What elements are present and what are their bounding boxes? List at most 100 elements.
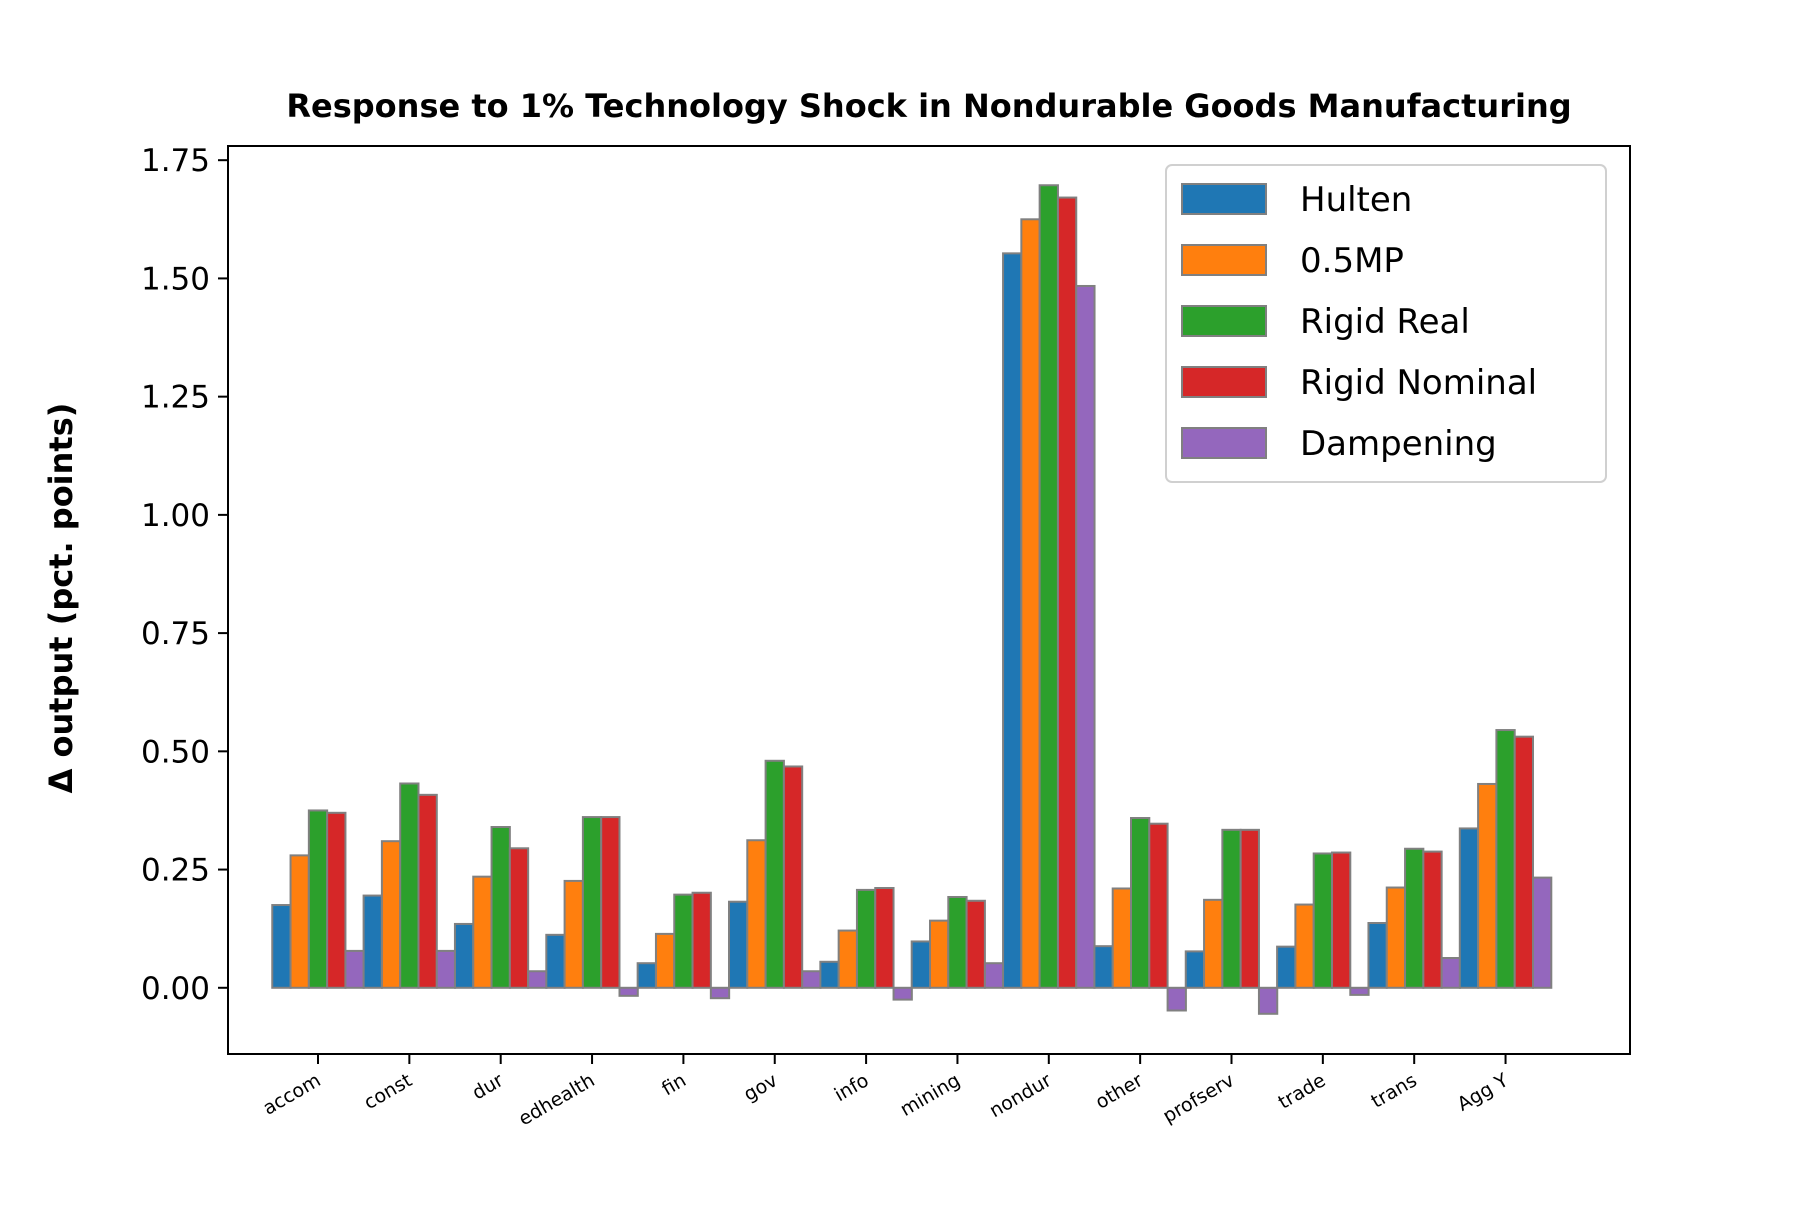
- bar-hulten-dur: [453, 922, 475, 989]
- bar-rigid-nominal-nondur: [1056, 196, 1078, 989]
- x-tick-label: accom: [259, 1069, 324, 1119]
- x-tick-label: Agg Y: [1454, 1069, 1513, 1116]
- y-tick-label: 0.00: [141, 971, 210, 1007]
- bar-rigid-nominal-trans: [1422, 850, 1443, 989]
- bar-dampening-dur: [527, 970, 548, 989]
- x-tick-label: const: [360, 1069, 416, 1114]
- bar-dampening-other: [1166, 986, 1187, 1012]
- legend-box: [1165, 164, 1607, 483]
- bar-rigid-real-agg-y: [1495, 729, 1516, 989]
- bar-hulten-mining: [910, 940, 932, 989]
- bar-0-5mp-info: [837, 929, 858, 989]
- bar-hulten-accom: [271, 904, 292, 989]
- bar-0-5mp-other: [1111, 887, 1132, 989]
- bar-rigid-real-profserv: [1221, 828, 1242, 989]
- bar-rigid-nominal-fin: [691, 891, 712, 989]
- bar-hulten-trade: [1276, 945, 1297, 989]
- x-tick-label: other: [1092, 1069, 1147, 1113]
- legend-swatch: [1181, 366, 1267, 398]
- bar-rigid-nominal-gov: [782, 765, 804, 989]
- bar-rigid-nominal-info: [874, 887, 895, 989]
- bar-0-5mp-const: [380, 840, 402, 989]
- bar-rigid-nominal-mining: [965, 899, 986, 989]
- bar-0-5mp-nondur: [1020, 218, 1041, 989]
- bar-hulten-trans: [1367, 922, 1388, 989]
- legend-label: Dampening: [1300, 424, 1497, 464]
- bar-dampening-const: [435, 949, 457, 989]
- x-tick-label: gov: [740, 1069, 781, 1106]
- bar-hulten-other: [1093, 945, 1114, 989]
- plot-frame: [227, 145, 1631, 1055]
- bar-0-5mp-agg-y: [1477, 782, 1498, 989]
- bar-rigid-real-trans: [1404, 847, 1425, 989]
- bar-0-5mp-gov: [746, 839, 767, 989]
- x-tick-label: trade: [1274, 1069, 1329, 1113]
- bar-rigid-real-info: [855, 888, 877, 989]
- bar-dampening-fin: [709, 986, 731, 1000]
- y-tick-label: 1.75: [141, 143, 210, 179]
- bar-dampening-edhealth: [618, 986, 639, 997]
- legend-label: Hulten: [1300, 180, 1412, 220]
- bar-rigid-real-dur: [490, 826, 511, 989]
- bar-0-5mp-trade: [1294, 903, 1315, 989]
- bar-dampening-trans: [1440, 957, 1461, 989]
- legend-swatch: [1181, 183, 1267, 215]
- bar-dampening-accom: [344, 949, 365, 989]
- bar-0-5mp-dur: [472, 875, 493, 989]
- legend-swatch: [1181, 305, 1267, 337]
- bar-hulten-gov: [728, 900, 749, 989]
- bar-0-5mp-edhealth: [563, 879, 584, 989]
- bar-dampening-nondur: [1075, 284, 1096, 989]
- x-tick-label: profserv: [1159, 1069, 1238, 1127]
- legend: Hulten 0.5MP Rigid Real Rigid Nominal Dampen…: [1165, 164, 1607, 483]
- bar-0-5mp-trans: [1385, 886, 1407, 989]
- x-tick-label: fin: [658, 1069, 690, 1100]
- x-tick-label: nondur: [986, 1069, 1056, 1122]
- bar-dampening-mining: [983, 962, 1005, 989]
- bar-hulten-const: [362, 894, 383, 989]
- bar-rigid-nominal-edhealth: [600, 816, 621, 989]
- bar-dampening-info: [892, 986, 913, 1001]
- bar-rigid-real-nondur: [1038, 184, 1059, 989]
- bar-rigid-nominal-accom: [326, 811, 347, 989]
- x-tick-label: edhealth: [515, 1069, 599, 1130]
- bar-hulten-agg-y: [1458, 827, 1480, 989]
- plot-area: 0.00 0.25 0.50 0.75 1.00 1.25 1.50 1.75 accom con…: [141, 143, 1553, 1130]
- bar-rigid-real-other: [1130, 817, 1151, 989]
- bar-rigid-nominal-const: [417, 793, 438, 989]
- bar-dampening-profserv: [1257, 986, 1279, 1015]
- legend-label: Rigid Real: [1300, 302, 1470, 342]
- y-tick-label: 0.50: [141, 734, 210, 770]
- bar-0-5mp-fin: [654, 932, 676, 989]
- bar-rigid-real-fin: [673, 893, 694, 989]
- legend-label: 0.5MP: [1300, 241, 1404, 281]
- bar-rigid-real-mining: [947, 895, 968, 989]
- bar-hulten-fin: [636, 962, 657, 989]
- bar-rigid-real-gov: [764, 759, 785, 989]
- bar-rigid-nominal-agg-y: [1513, 735, 1534, 989]
- bar-dampening-agg-y: [1532, 876, 1553, 989]
- y-tick-label: 1.50: [141, 261, 210, 297]
- bar-rigid-real-edhealth: [581, 816, 603, 989]
- bar-dampening-gov: [801, 970, 822, 989]
- y-tick-label: 1.00: [141, 498, 210, 534]
- bar-rigid-nominal-other: [1148, 822, 1169, 989]
- bar-rigid-nominal-dur: [508, 847, 530, 989]
- bar-0-5mp-mining: [929, 919, 950, 989]
- bar-hulten-profserv: [1184, 950, 1206, 989]
- bar-rigid-real-const: [399, 782, 420, 989]
- legend-swatch: [1181, 244, 1267, 276]
- chart-title: Response to 1% Technology Shock in Nondu…: [286, 87, 1571, 125]
- x-tick-label: dur: [469, 1069, 508, 1104]
- x-tick-label: mining: [896, 1069, 963, 1121]
- bar-0-5mp-accom: [289, 854, 310, 989]
- bar-rigid-real-accom: [307, 809, 329, 989]
- bar-dampening-trade: [1349, 986, 1370, 996]
- bar-0-5mp-profserv: [1203, 898, 1224, 989]
- x-tick-label: info: [831, 1069, 873, 1106]
- bar-rigid-nominal-trade: [1331, 851, 1352, 989]
- bar-hulten-info: [819, 960, 840, 989]
- legend-label: Rigid Nominal: [1300, 363, 1537, 403]
- bar-rigid-real-trade: [1312, 852, 1333, 989]
